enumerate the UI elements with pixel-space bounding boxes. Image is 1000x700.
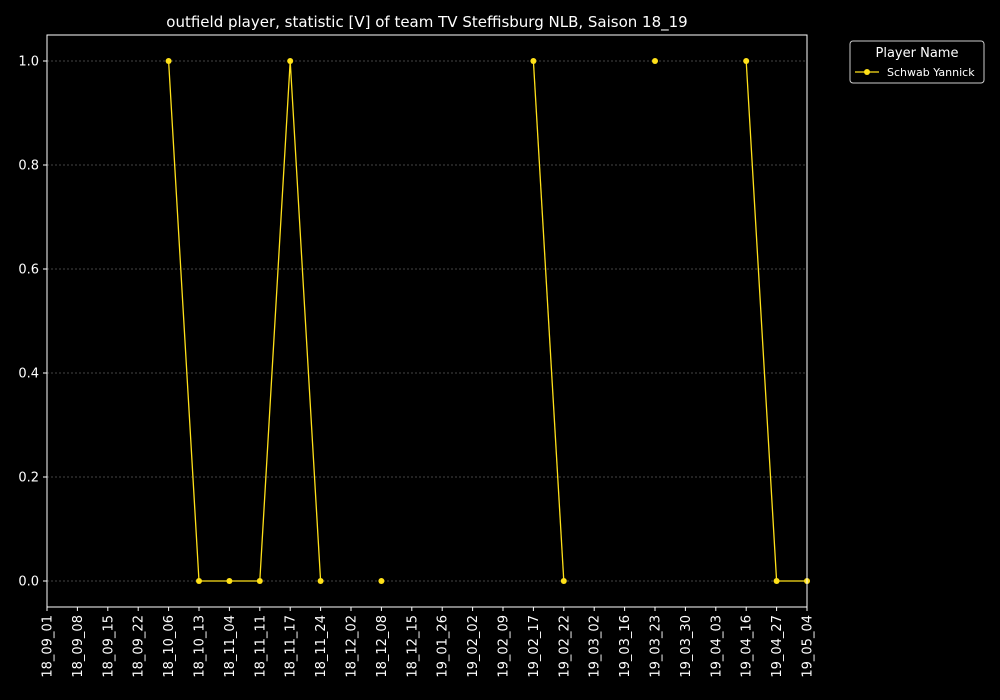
y-tick-label: 0.8 — [18, 159, 39, 174]
legend-box — [849, 40, 985, 84]
chart-title: outfield player, statistic [V] of team T… — [166, 13, 687, 32]
plot-frame — [46, 34, 808, 608]
legend: Player Name Schwab Yannick — [849, 40, 985, 84]
x-tick-label: 19_02_02 — [466, 615, 481, 678]
x-tick-label: 18_09_01 — [41, 615, 56, 678]
y-tick-label: 0.4 — [18, 367, 39, 382]
x-tick-label: 18_12_15 — [405, 615, 420, 678]
series-line-segment — [532, 60, 565, 582]
x-tick-label: 18_11_11 — [253, 615, 268, 678]
y-tick-label: 0.0 — [18, 575, 39, 590]
y-tick-label: 0.2 — [18, 471, 39, 486]
y-tick-label: 0.6 — [18, 263, 39, 278]
series-line-segment — [167, 60, 322, 582]
data-point — [652, 58, 658, 64]
data-point — [773, 578, 780, 584]
x-tick-label: 19_04_27 — [770, 615, 785, 678]
data-point — [743, 58, 750, 64]
data-point — [287, 58, 294, 64]
data-point — [226, 578, 233, 584]
y-tick-label: 1.0 — [18, 55, 39, 70]
x-tick-label: 18_09_22 — [132, 615, 147, 678]
x-tick-label: 18_09_15 — [101, 615, 116, 678]
x-tick-label: 18_09_08 — [71, 615, 86, 678]
x-tick-label: 19_02_22 — [557, 615, 572, 678]
data-point — [530, 58, 537, 64]
x-tick-label: 19_03_30 — [679, 615, 694, 678]
x-tick-label: 19_04_16 — [740, 615, 755, 678]
x-tick-label: 19_01_26 — [436, 615, 451, 678]
data-points — [165, 58, 810, 584]
x-tick-label: 18_10_13 — [193, 615, 208, 678]
legend-entry-label: Schwab Yannick — [887, 66, 975, 79]
x-tick-label: 18_12_02 — [345, 615, 360, 678]
x-tick-label: 19_04_03 — [709, 615, 724, 678]
legend-swatch-marker — [864, 69, 870, 75]
data-point — [378, 578, 385, 584]
x-tick-label: 18_10_06 — [162, 615, 177, 678]
data-point — [196, 578, 202, 584]
x-tick-label: 18_11_17 — [284, 615, 299, 678]
x-tick-label: 19_02_17 — [527, 615, 542, 678]
legend-title: Player Name — [876, 46, 959, 61]
x-tick-label: 19_03_16 — [618, 615, 633, 678]
x-tick-label: 18_11_24 — [314, 615, 329, 678]
x-tick-label: 19_05_04 — [801, 615, 816, 678]
x-tick-label: 18_11_04 — [223, 615, 238, 678]
y-axis: 0.0 0.2 0.4 0.6 0.8 1.0 — [18, 55, 47, 590]
x-tick-label: 18_12_08 — [375, 615, 390, 678]
data-point — [165, 58, 172, 64]
x-axis: 18_09_01 18_09_08 18_09_15 18_09_22 18_10_06… — [41, 607, 816, 678]
data-point — [317, 578, 324, 584]
x-tick-label: 19_03_02 — [588, 615, 603, 678]
data-point — [560, 578, 567, 584]
data-point — [256, 578, 263, 584]
grid-lines — [47, 60, 807, 582]
x-tick-label: 19_02_09 — [497, 615, 512, 678]
x-tick-label: 19_03_23 — [649, 615, 664, 678]
